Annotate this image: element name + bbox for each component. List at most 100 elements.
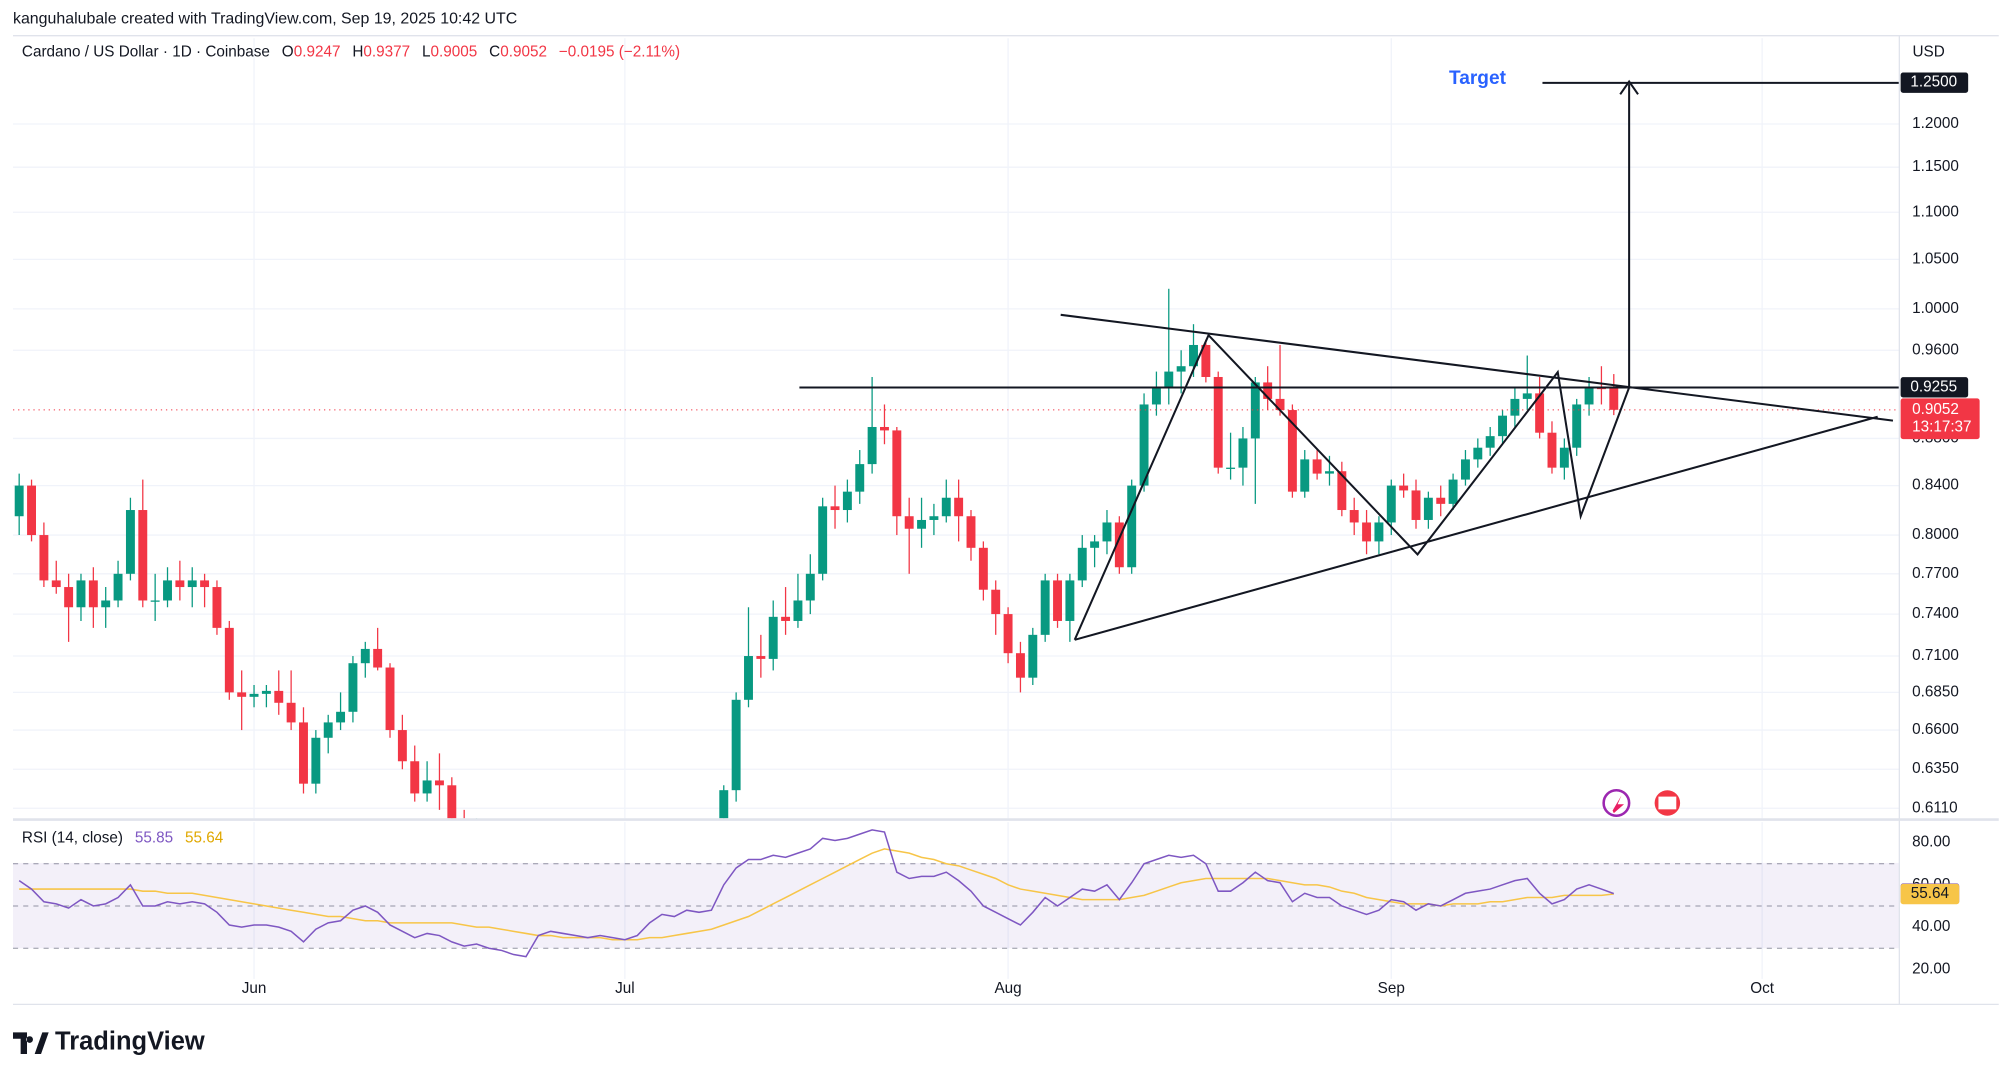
drawings [799,79,1900,641]
candle-body [1498,415,1507,437]
footer: TradingView [12,1027,205,1055]
legend: Cardano / US Dollar · 1D · Coinbase O0.9… [22,43,680,60]
price-badge-label: 1.2500 [1910,74,1957,91]
ohlc-key: H [352,43,363,60]
ma-value: 55.64 [185,830,224,847]
candle-body [212,587,222,628]
candle-body [1114,522,1124,568]
ohlc-value: 0.9005 [431,43,478,60]
candle-body [1226,467,1236,469]
candle-body [966,516,976,548]
upper-trendline [1060,313,1894,422]
candle-body [929,516,939,520]
candle-body [1547,432,1557,468]
candle-body [1386,485,1396,523]
y-tick-label: 0.7100 [1912,647,1959,664]
candle-body [125,510,135,574]
candle-body [76,580,86,608]
y-tick-label: 1.2000 [1912,115,1959,132]
y-tick-label: 0.6600 [1912,721,1959,738]
candle-body [1250,382,1260,439]
y-tick-label: 1.1000 [1912,203,1959,220]
candle-body [1510,398,1520,416]
candle-body [1522,393,1532,399]
rsi-tick-label: 20.00 [1912,960,1950,977]
icon [1602,788,1631,817]
arrow-head [1619,79,1639,95]
candle-body [1164,371,1174,388]
candle-body [299,722,308,784]
price-badge [1900,72,1969,93]
candle-body [880,426,889,431]
candle-body [311,737,321,784]
candle-body [286,702,296,723]
lower-trendline [1074,415,1878,641]
candle-body [1423,497,1433,520]
y-tick-label: 0.6850 [1912,683,1959,700]
ohlc-value: 0.9052 [500,43,547,60]
candle-body [1238,438,1248,468]
candle-body [422,780,432,794]
candle-body [434,780,444,786]
candle-body [1596,387,1606,390]
candle-body [805,573,815,601]
candle-body [200,580,210,588]
candle-body [867,426,877,465]
candle-body [1139,404,1149,486]
candle-body [830,506,840,511]
candle-body [1473,447,1483,460]
candle-body [1559,447,1569,468]
candle-body [1337,471,1347,511]
credit: kanguhalubale created with TradingView.c… [13,10,517,27]
grid [12,38,1900,979]
candle-body [793,600,803,621]
y-tick-label: 0.6350 [1912,760,1959,777]
candle-body [1090,541,1100,548]
candle-body [113,573,123,601]
candle-body [744,656,753,700]
icon-flag [1658,796,1677,810]
x-tick-label: Jun [242,980,267,997]
candle-body [892,430,902,517]
y-tick-label: 1.1500 [1912,158,1959,175]
rsi-band [12,862,1900,949]
candle-body [51,580,61,588]
rsi-legend: RSI (14, close) 55.85 55.64 [22,830,224,847]
y-tick-label: 1.0500 [1912,250,1959,267]
candle-body [323,722,333,738]
candle-body [1028,634,1038,678]
countdown: 13:17:37 [1912,419,1971,436]
candle-body [88,580,98,608]
last-price-label: 0.9052 [1912,401,1959,418]
candle-body [1349,510,1359,523]
candle-body [1040,580,1050,635]
icons [1602,788,1681,817]
y-tick-label: 0.7700 [1912,565,1959,582]
candle-body [1436,497,1446,504]
y-tick-label: 0.8400 [1912,477,1959,494]
candle-body [175,580,185,588]
candle-body [274,690,284,703]
candle-body [1460,459,1470,480]
rsi-line [18,829,1615,958]
y-tick-label: 1.0000 [1912,300,1959,317]
y-tick-label: 0.9600 [1912,341,1959,358]
ohlc-value: 0.9247 [294,43,341,60]
candle-body [27,485,36,536]
candle-body [904,516,914,529]
candle-body [1374,522,1384,542]
currency: USD [1913,43,1945,60]
candle-body [1176,366,1186,372]
candle-body [1485,436,1495,448]
ohlc-key: O [282,43,294,60]
candle-body [1065,580,1075,621]
candle-body [1535,393,1545,433]
x-tick-label: Jul [615,980,635,997]
candle-body [410,761,420,794]
candle-body [1584,387,1594,405]
price-badge [1900,377,1969,398]
candle-body [1003,614,1013,654]
candle-body [348,663,358,712]
